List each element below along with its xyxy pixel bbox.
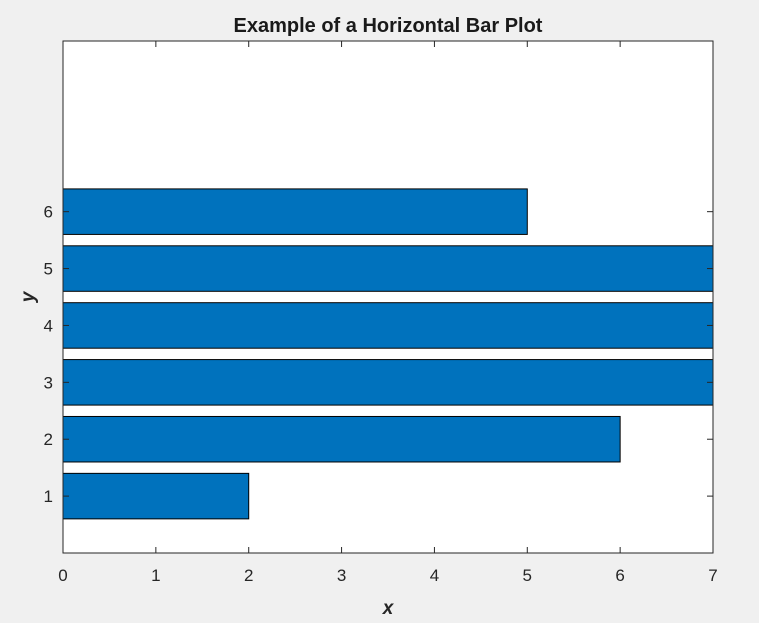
x-tick-label-7: 7: [708, 566, 717, 585]
y-axis-label: y: [18, 290, 39, 303]
x-tick-label-3: 3: [337, 566, 346, 585]
y-tick-label-4: 4: [44, 316, 53, 335]
plot-frame: [62, 40, 714, 554]
bar-1: [62, 472, 250, 520]
chart-title: Example of a Horizontal Bar Plot: [234, 15, 543, 37]
bars-group: [62, 188, 714, 520]
bar-5: [62, 245, 714, 292]
y-tick-label-2: 2: [44, 430, 53, 449]
bar-3: [62, 359, 714, 406]
ticks-group: 0 1 2 3 4 5 6 7 1 2 3 4 5 6: [44, 41, 718, 585]
y-tick-label-1: 1: [44, 487, 53, 506]
bar-2: [62, 415, 621, 463]
y-tick-label-6: 6: [44, 203, 53, 222]
x-tick-label-2: 2: [244, 566, 253, 585]
plot-area: [63, 41, 713, 553]
x-tick-label-0: 0: [58, 566, 67, 585]
bar-4: [62, 302, 714, 349]
x-tick-label-4: 4: [430, 566, 439, 585]
bar-6: [62, 188, 528, 235]
y-tick-label-5: 5: [44, 260, 53, 279]
x-axis-label: x: [382, 598, 395, 619]
x-tick-label-1: 1: [151, 566, 160, 585]
y-tick-label-3: 3: [44, 373, 53, 392]
x-tick-label-5: 5: [523, 566, 532, 585]
x-tick-label-6: 6: [615, 566, 624, 585]
